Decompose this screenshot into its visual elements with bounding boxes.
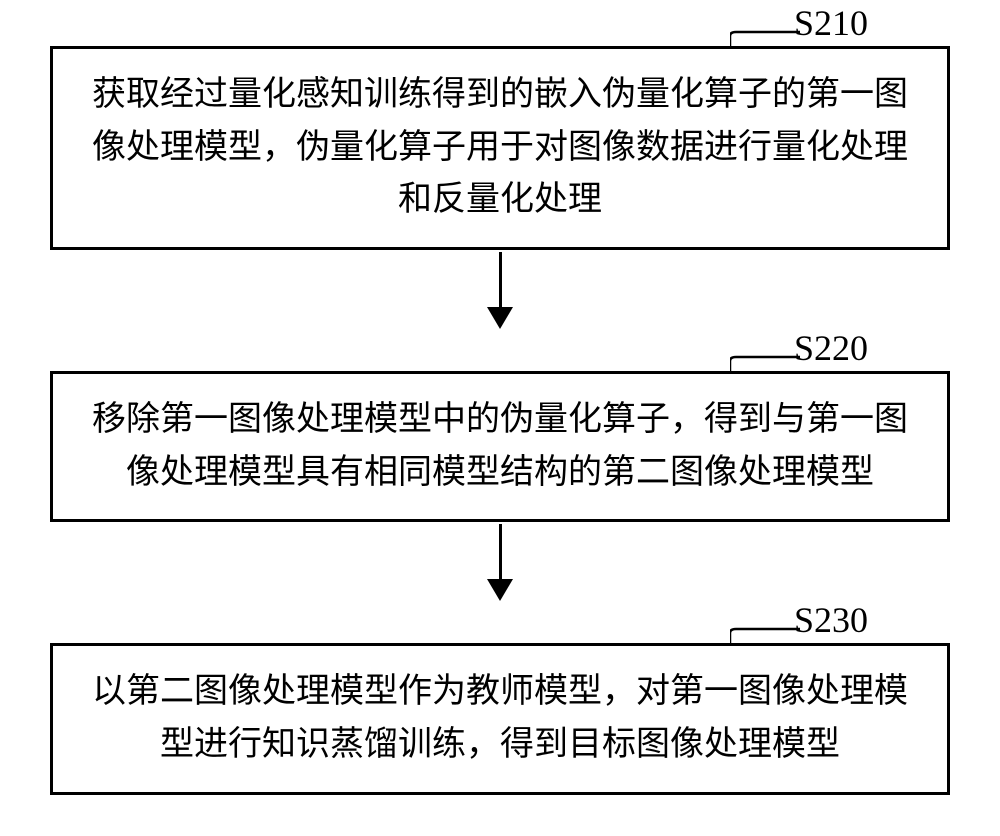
- step-box-s210: 获取经过量化感知训练得到的嵌入伪量化算子的第一图像处理模型，伪量化算子用于对图像…: [50, 46, 950, 250]
- step-label-s210: S210: [794, 2, 868, 44]
- label-connector-s210: [730, 30, 800, 48]
- step-box-s220: 移除第一图像处理模型中的伪量化算子，得到与第一图像处理模型具有相同模型结构的第二…: [50, 371, 950, 522]
- step-container-s210: S210 获取经过量化感知训练得到的嵌入伪量化算子的第一图像处理模型，伪量化算子…: [50, 46, 950, 250]
- arrow-s210-s220: [485, 250, 515, 331]
- label-connector-s220: [730, 355, 800, 373]
- arrow-s220-s230: [485, 522, 515, 603]
- step-label-s230: S230: [794, 599, 868, 641]
- step-container-s220: S220 移除第一图像处理模型中的伪量化算子，得到与第一图像处理模型具有相同模型…: [50, 371, 950, 522]
- step-box-s230: 以第二图像处理模型作为教师模型，对第一图像处理模型进行知识蒸馏训练，得到目标图像…: [50, 643, 950, 794]
- label-connector-s230: [730, 627, 800, 645]
- flowchart-container: S210 获取经过量化感知训练得到的嵌入伪量化算子的第一图像处理模型，伪量化算子…: [50, 10, 950, 795]
- step-label-s220: S220: [794, 327, 868, 369]
- step-container-s230: S230 以第二图像处理模型作为教师模型，对第一图像处理模型进行知识蒸馏训练，得…: [50, 643, 950, 794]
